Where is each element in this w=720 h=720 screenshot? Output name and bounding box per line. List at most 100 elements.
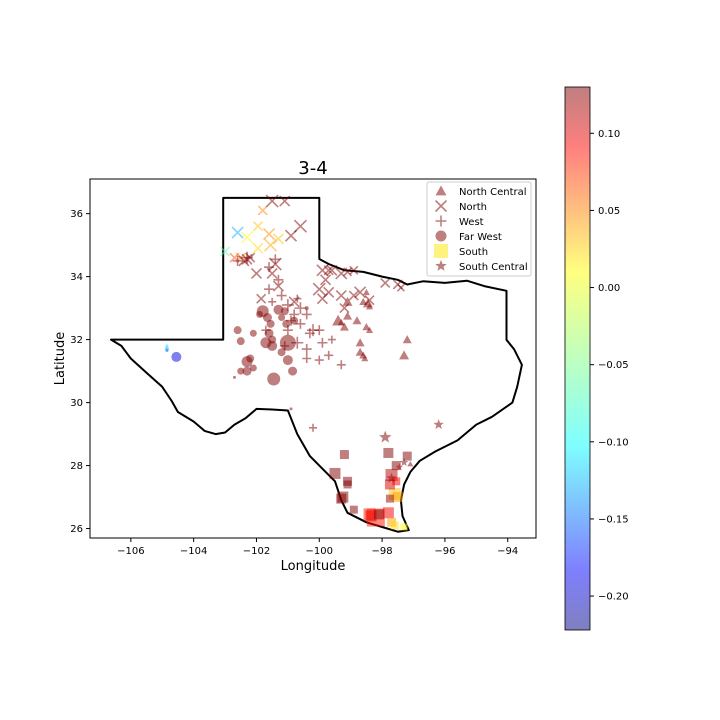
y-tick-label: 28 bbox=[70, 461, 83, 472]
data-point-plus bbox=[317, 337, 328, 348]
data-point-square bbox=[343, 480, 352, 489]
data-point-square bbox=[400, 523, 408, 531]
data-point-star bbox=[386, 472, 397, 483]
legend-marker-square bbox=[434, 244, 448, 258]
data-point-circle bbox=[282, 319, 291, 328]
data-point-circle bbox=[278, 314, 286, 322]
data-point-square bbox=[329, 467, 341, 479]
data-point-circle bbox=[280, 307, 289, 316]
legend-label: South Central bbox=[459, 262, 528, 273]
x-tick-label: −98 bbox=[372, 546, 393, 557]
data-point-circle bbox=[233, 326, 242, 335]
data-point-plus bbox=[314, 325, 325, 336]
data-point-square bbox=[339, 450, 349, 460]
data-point-x bbox=[272, 280, 285, 292]
data-point-plus bbox=[264, 262, 275, 273]
data-point-circle bbox=[232, 375, 236, 379]
scatter-markers bbox=[164, 194, 444, 531]
data-point-x bbox=[252, 221, 264, 232]
data-point-circle bbox=[165, 349, 169, 353]
legend-label: North bbox=[459, 202, 487, 213]
data-point-plus bbox=[309, 423, 317, 432]
legend-label: Far West bbox=[459, 232, 502, 243]
y-tick-label: 26 bbox=[70, 524, 83, 535]
data-point-x bbox=[279, 195, 291, 207]
data-point-triangle bbox=[402, 335, 412, 344]
colorbar-tick-label: 0.00 bbox=[598, 283, 620, 294]
data-point-star bbox=[433, 419, 444, 430]
y-ticks: 26 28 30 32 34 36 bbox=[70, 209, 90, 535]
data-point-x bbox=[364, 295, 375, 306]
data-point-square bbox=[402, 451, 412, 461]
data-point-plus bbox=[336, 360, 346, 370]
data-point-triangle bbox=[339, 322, 349, 331]
legend-label: North Central bbox=[459, 187, 527, 198]
data-point-circle bbox=[249, 364, 257, 372]
data-point-star bbox=[379, 430, 392, 443]
data-point-circle bbox=[277, 348, 286, 357]
data-point-circle bbox=[288, 366, 298, 376]
data-point-square bbox=[373, 509, 384, 520]
data-point-square bbox=[382, 507, 394, 519]
y-tick-label: 34 bbox=[70, 272, 83, 283]
colorbar-tick-label: 0.10 bbox=[598, 129, 620, 140]
data-point-square bbox=[391, 461, 401, 471]
legend-marker-circle bbox=[435, 230, 447, 242]
chart-title: 3-4 bbox=[298, 158, 327, 179]
colorbar-tick-label: −0.05 bbox=[598, 360, 629, 371]
data-point-x bbox=[312, 282, 326, 296]
data-point-circle bbox=[266, 319, 275, 328]
data-point-star bbox=[399, 458, 409, 466]
data-point-x bbox=[323, 265, 334, 276]
data-point-triangle bbox=[359, 297, 368, 306]
colorbar-tick-label: −0.20 bbox=[598, 592, 629, 603]
data-point-x bbox=[250, 267, 263, 280]
data-point-circle bbox=[268, 335, 277, 344]
data-point-x bbox=[349, 265, 359, 275]
data-point-triangle bbox=[366, 326, 374, 333]
data-point-triangle bbox=[352, 316, 362, 325]
data-point-x bbox=[339, 303, 350, 314]
data-point-square bbox=[384, 479, 395, 490]
data-point-plus bbox=[324, 350, 334, 360]
data-point-circle bbox=[249, 329, 257, 337]
data-point-circle bbox=[290, 316, 299, 325]
legend[interactable]: North Central North West Far West South South… bbox=[426, 181, 532, 277]
data-point-x bbox=[240, 231, 254, 244]
data-point-plus bbox=[294, 302, 307, 315]
x-tick-label: −102 bbox=[243, 546, 270, 557]
data-point-plus bbox=[304, 328, 315, 339]
data-point-triangle bbox=[407, 460, 414, 467]
colorbar bbox=[564, 86, 591, 631]
data-point-plus bbox=[293, 294, 302, 303]
data-point-plus bbox=[270, 254, 281, 265]
data-point-x bbox=[335, 289, 347, 302]
legend-items: North Central North West Far West South South… bbox=[434, 185, 528, 273]
data-point-triangle bbox=[362, 323, 371, 331]
x-tick-label: −104 bbox=[180, 546, 207, 557]
x-tick-label: −100 bbox=[306, 546, 333, 557]
legend-frame bbox=[426, 181, 532, 277]
data-point-x bbox=[354, 286, 367, 299]
data-point-x bbox=[219, 246, 231, 257]
data-point-x bbox=[272, 233, 285, 245]
colorbar-tick-label: −0.10 bbox=[598, 437, 629, 448]
data-point-triangle bbox=[337, 318, 345, 326]
data-point-plus bbox=[232, 255, 243, 266]
data-point-square bbox=[390, 521, 399, 530]
legend-marker-x bbox=[434, 199, 448, 213]
colorbar-tick-label: −0.15 bbox=[598, 514, 629, 525]
data-point-circle bbox=[256, 310, 264, 318]
axes-frame bbox=[89, 178, 537, 539]
data-point-circle bbox=[165, 344, 169, 348]
data-point-triangle bbox=[366, 303, 374, 310]
x-axis-label: Longitude bbox=[281, 559, 346, 574]
data-point-triangle bbox=[399, 350, 410, 360]
data-point-triangle bbox=[361, 355, 369, 362]
data-point-circle bbox=[279, 334, 296, 351]
data-point-x bbox=[348, 290, 359, 301]
legend-marker-plus bbox=[435, 215, 447, 227]
x-tick-label: −94 bbox=[497, 546, 518, 557]
colorbar-tick-label: 0.05 bbox=[598, 206, 620, 217]
y-tick-label: 30 bbox=[70, 398, 83, 409]
